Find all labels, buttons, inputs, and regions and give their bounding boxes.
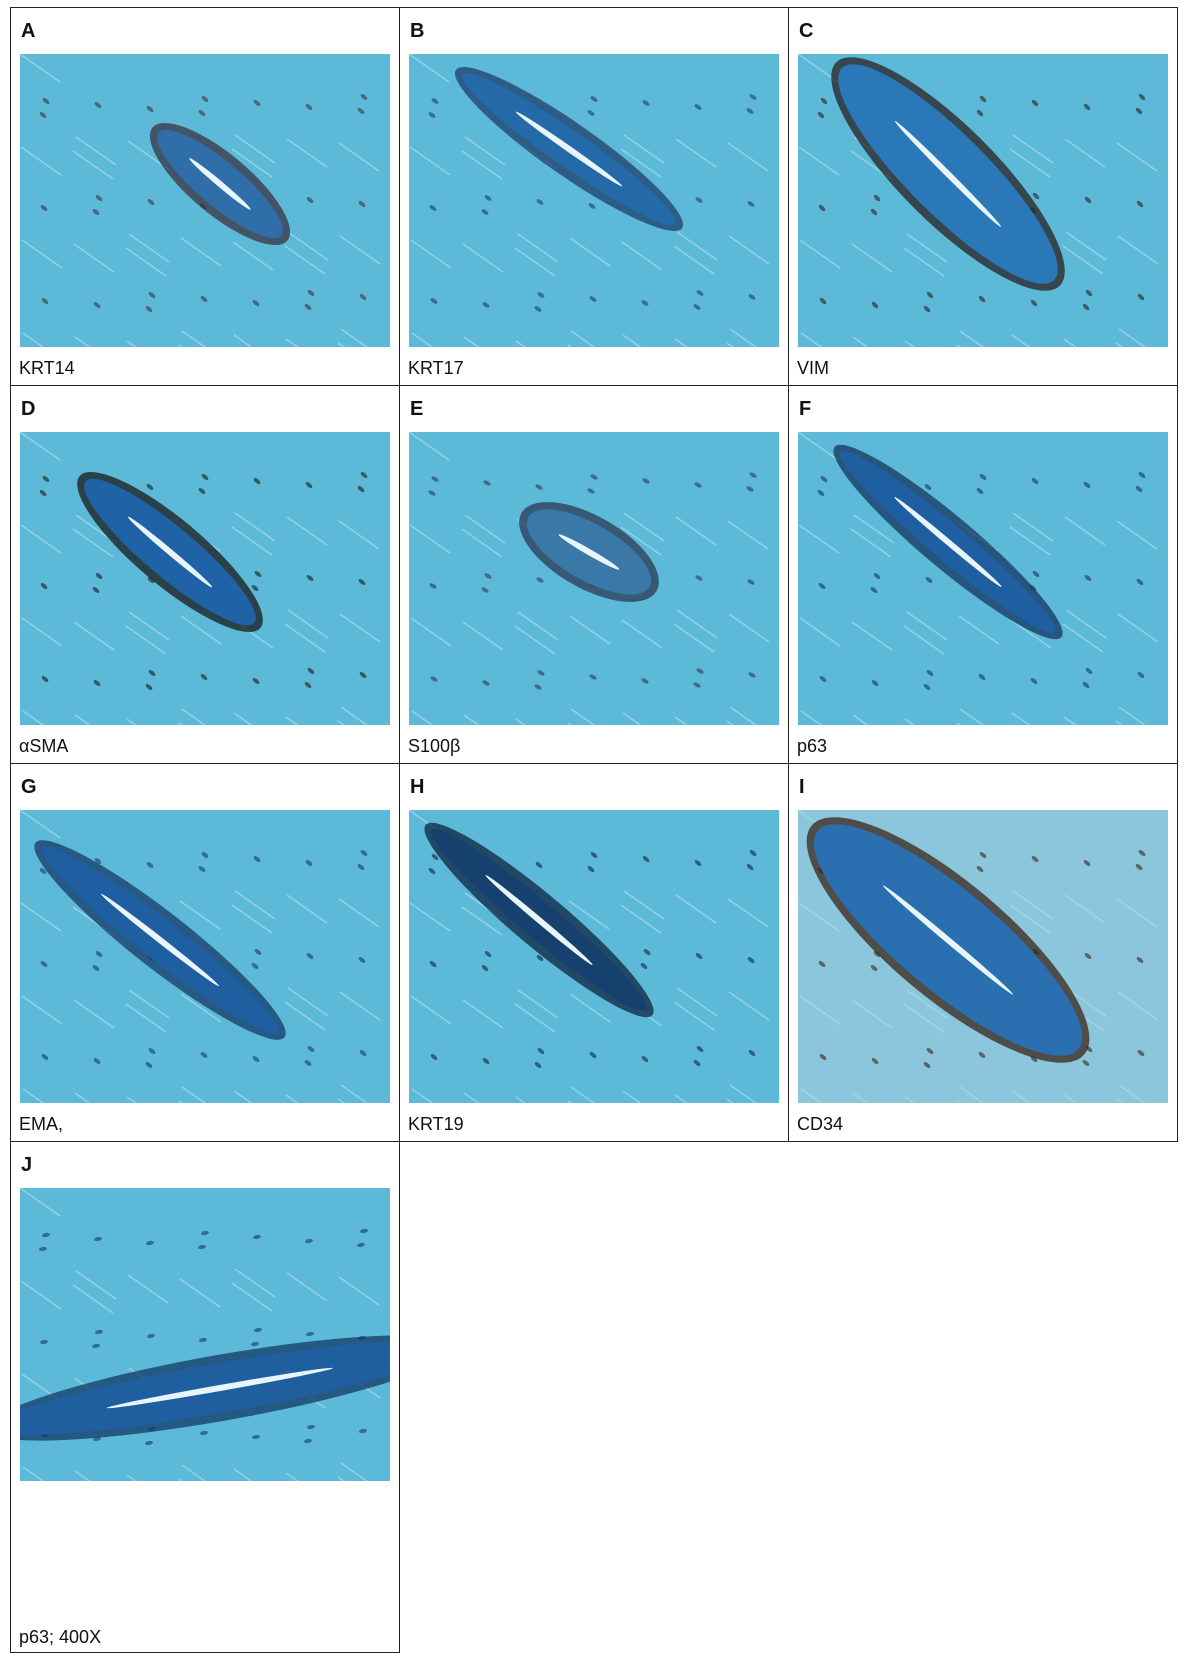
figure-page: A KRT14 B KRT17 C VIM DαSMA E S100β Fp63 G EMA, H KRT… [0,0,1184,1518]
micrograph [798,810,1168,1103]
panel-label: αSMA [19,736,68,757]
panel-label: KRT17 [408,358,464,379]
panel-letter: G [21,776,37,799]
panel-letter: H [410,776,424,799]
micrograph [409,54,779,347]
panel-label: VIM [797,358,829,379]
panel-label: S100β [408,736,460,757]
panel-letter: A [21,20,35,43]
panel-label: KRT14 [19,358,75,379]
figure-panel: B KRT17 [399,7,789,386]
figure-panel: H KRT19 [399,763,789,1142]
figure-panel: Jp63; 400X [10,1141,400,1653]
micrograph [20,1188,390,1481]
panel-letter: B [410,20,424,43]
micrograph [20,54,390,347]
figure-panel: I CD34 [788,763,1178,1142]
micrograph [20,810,390,1103]
micrograph [409,432,779,725]
panel-letter: C [799,20,813,43]
figure-panel: E S100β [399,385,789,764]
panel-letter: F [799,398,811,421]
panel-letter: J [21,1154,32,1177]
micrograph [409,810,779,1103]
panel-label: p63; 400X [19,1627,101,1648]
figure-panel: A KRT14 [10,7,400,386]
panel-label: CD34 [797,1114,843,1135]
figure-panel: C VIM [788,7,1178,386]
panel-letter: I [799,776,805,799]
panel-letter: D [21,398,35,421]
micrograph [798,54,1168,347]
micrograph [20,432,390,725]
panel-letter: E [410,398,423,421]
micrograph [798,432,1168,725]
panel-label: KRT19 [408,1114,464,1135]
figure-panel: G EMA, [10,763,400,1142]
panel-label: EMA, [19,1114,63,1135]
panel-label: p63 [797,736,827,757]
